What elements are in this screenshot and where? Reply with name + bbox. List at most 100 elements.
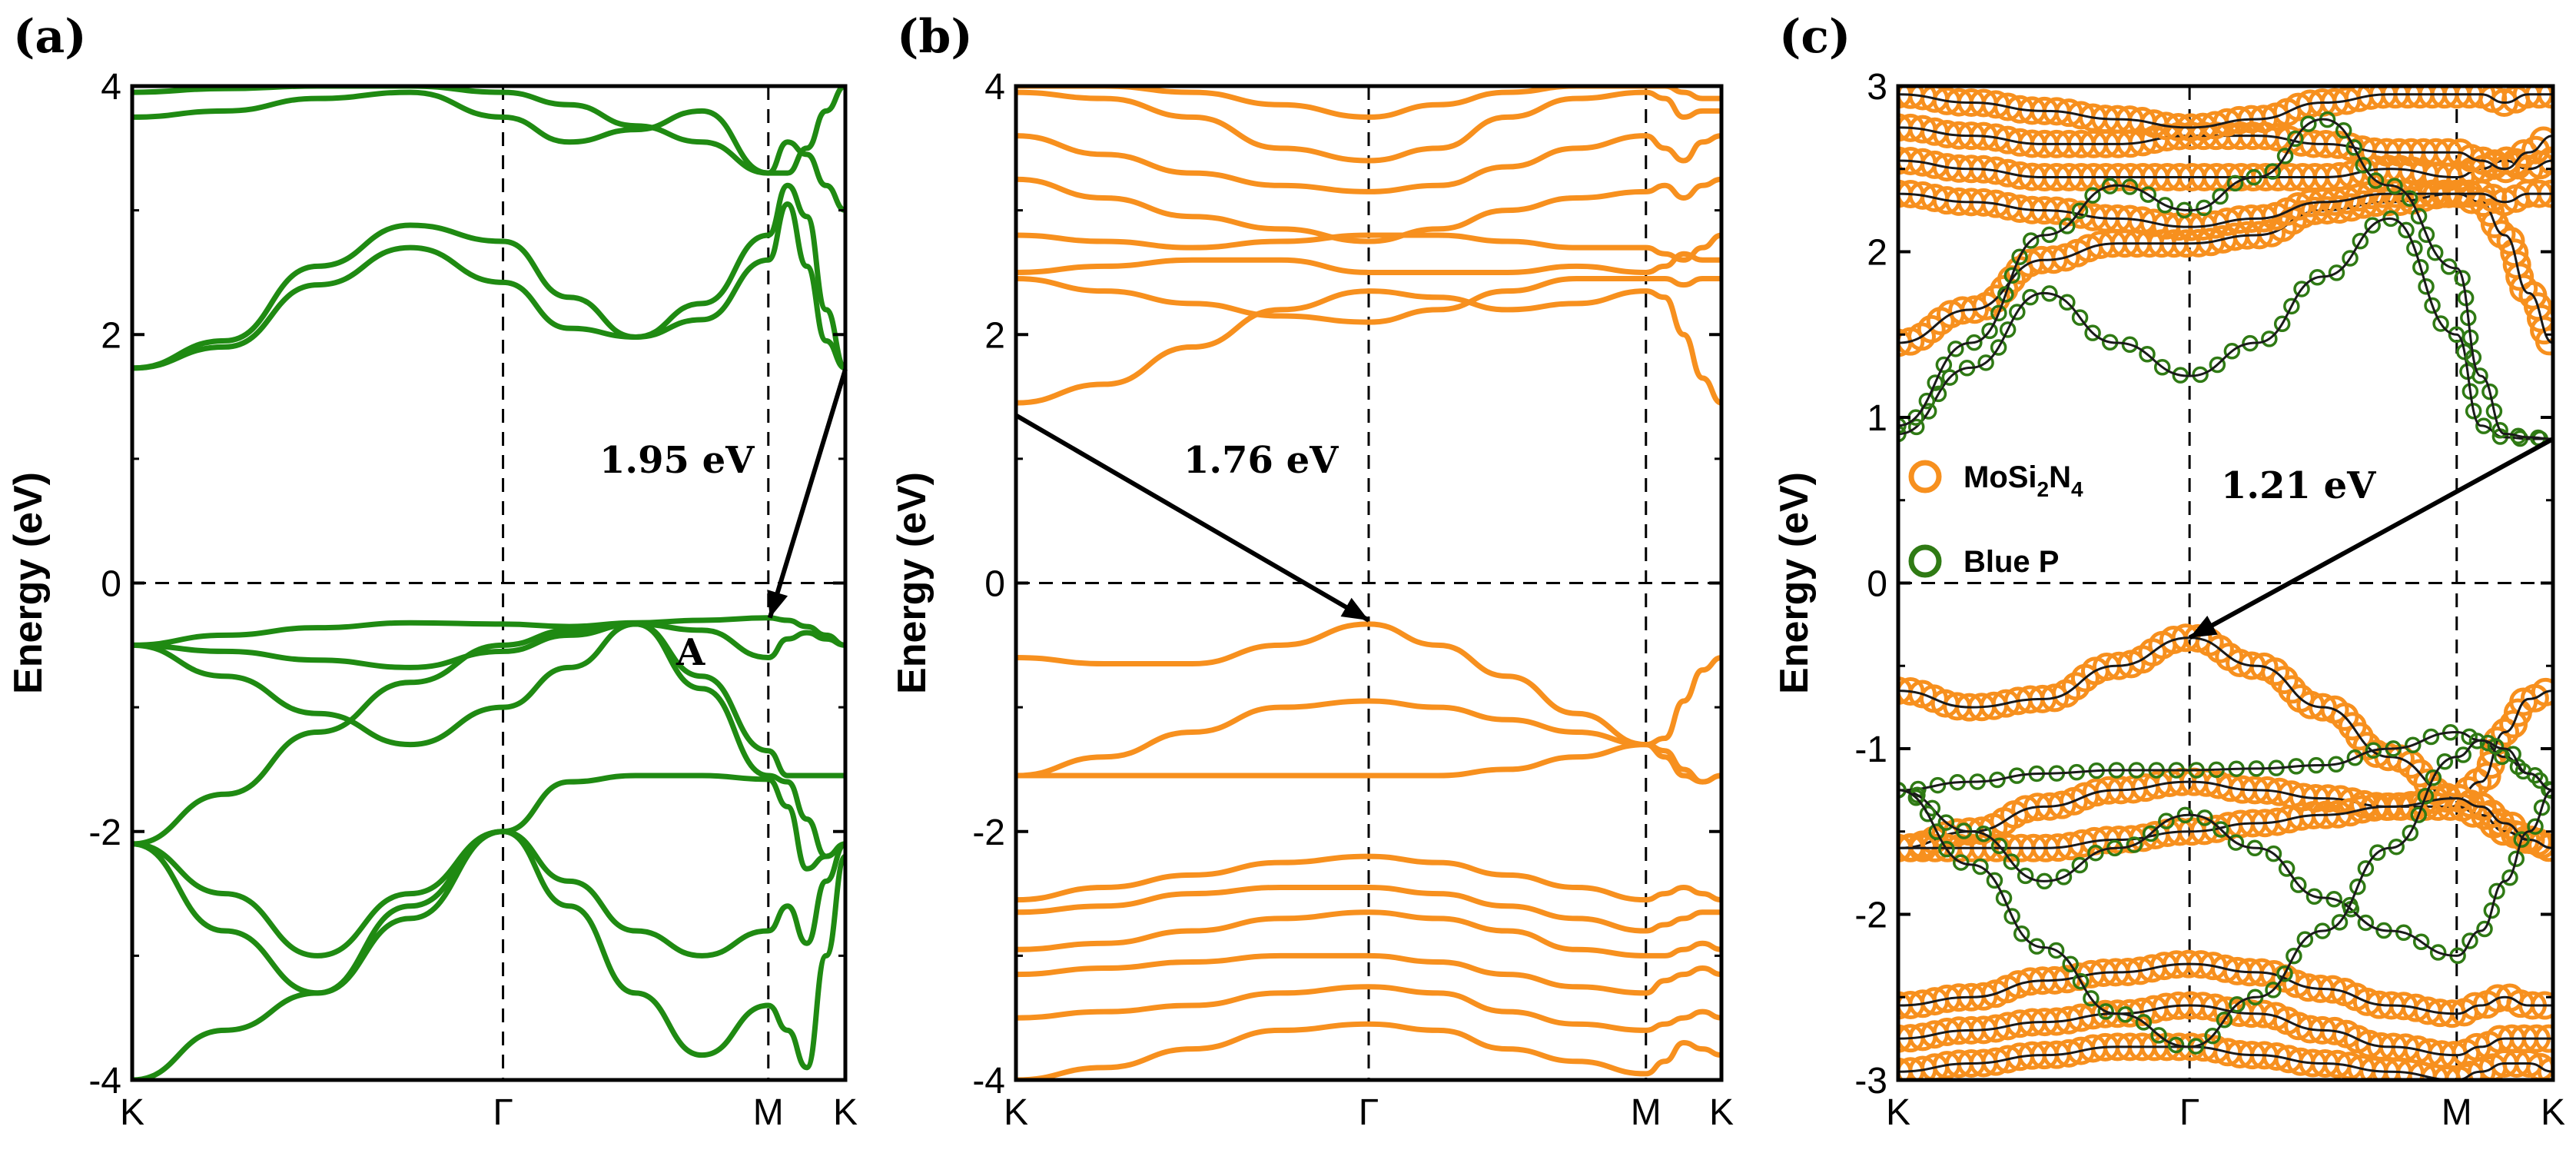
projection-marker [2529,126,2553,155]
band-line [1016,853,1721,903]
band-gap-annotation: 1.76 eV [1183,439,1339,482]
projection-marker [2425,769,2442,786]
legend-text: MoSi [1964,460,2037,494]
y-tick-label: -2 [972,812,1005,853]
legend-marker [1908,460,1942,493]
projection-marker [2097,1003,2114,1020]
projection-marker [2531,677,2553,706]
projection-marker [2126,836,2143,853]
projection-marker [2003,853,2020,870]
panel-b: -4 -2 0 2 4 K Γ M K Energy (eV) (b) 1.76 eV [890,10,1734,1133]
projection-marker [2265,982,2282,998]
projection-marker [2432,315,2449,332]
band-line [1016,232,1721,263]
projection-marker [2357,860,2375,877]
projection-marker [2003,908,2020,925]
projection-marker [2417,788,2435,805]
legend-subscript: 4 [2071,477,2083,501]
projection-marker [2342,896,2359,914]
bands-group [1016,86,1721,1080]
projection-marker [2273,315,2291,333]
band-line [132,615,845,648]
projection-marker [2402,824,2419,842]
projection-marker [1947,341,1964,357]
panel-a: -4 -2 0 2 4 K Γ M K Energy (eV) (a) 1.95 eV A [6,10,858,1133]
projection-marker [2405,736,2422,754]
band-line [132,201,845,371]
projection-marker [1941,369,1959,386]
band-line [132,829,845,996]
projection-marker [2139,186,2157,203]
band-line [1898,1045,2553,1080]
projection-marker [2287,130,2304,148]
projection-marker [2475,417,2492,434]
band-line [1016,621,1721,748]
projection-marker [1981,322,1998,340]
projection-marker [2398,221,2415,239]
y-tick-label: 4 [101,67,121,108]
projection-marker [1990,339,2007,356]
bands-group [1898,86,2553,1080]
projection-marker [2335,121,2352,139]
projection-marker [1995,889,2013,907]
projection-marker [1982,284,2011,314]
projection-marker [2223,343,2241,360]
projection-marker [2196,199,2213,217]
projection-marker [2003,267,2021,284]
projection-marker [2261,331,2278,347]
projection-marker [2533,799,2551,816]
projection-marker [2055,869,2073,886]
band-line [132,621,845,859]
projection-marker [2486,808,2515,837]
projection-marker [2364,217,2381,234]
projection-marker [2142,825,2159,842]
x-tick-label: K [1709,1092,1734,1133]
projection-marker [2531,772,2548,789]
projection-marker [2483,902,2501,919]
projection-marker [2011,248,2028,266]
x-tick-label: K [833,1092,858,1133]
y-tick-label: 2 [101,315,121,356]
projection-marker [2071,856,2089,874]
gap-arrow-head [2189,616,2218,638]
projection-marker [1930,385,1947,403]
projection-marker [2342,250,2359,267]
projection-marker [2508,850,2525,867]
y-tick-label: -4 [972,1061,1005,1101]
x-tick-label: M [1631,1092,1661,1133]
projection-marker [2158,812,2175,829]
projection-marker [2513,831,2531,848]
y-tick-label: 0 [1867,564,1887,605]
projection-marker [2515,763,2532,780]
band-line [1016,133,1721,194]
projection-marker [2461,932,2478,949]
projection-marker [2509,139,2538,168]
projection-marker [2289,876,2307,893]
projection-marker [2481,383,2498,400]
band-guide [1898,732,2553,789]
projection-marker [2139,346,2156,363]
x-tick-label: M [753,1092,784,1133]
projection-marker [2501,869,2518,886]
projection-marker [1990,304,2007,322]
projection-marker [2325,890,2342,908]
band-line [1898,192,2553,228]
projection-marker [2410,806,2428,823]
projection-marker [2226,174,2244,192]
x-tick-label: K [2541,1092,2565,1133]
band-line [1016,952,1721,996]
projection-marker [2410,208,2428,224]
projection-marker [2022,288,2039,306]
band-line [1016,276,1721,325]
projection-marker [1918,392,1936,410]
projection-marker [2388,838,2405,856]
band-line [1016,1021,1721,1080]
band-line [1016,698,1721,785]
projection-marker [1935,356,1953,374]
x-tick-label: Γ [493,1092,513,1133]
projection-marker [2530,316,2553,345]
band-line [132,86,845,176]
projection-marker [2072,972,2090,990]
